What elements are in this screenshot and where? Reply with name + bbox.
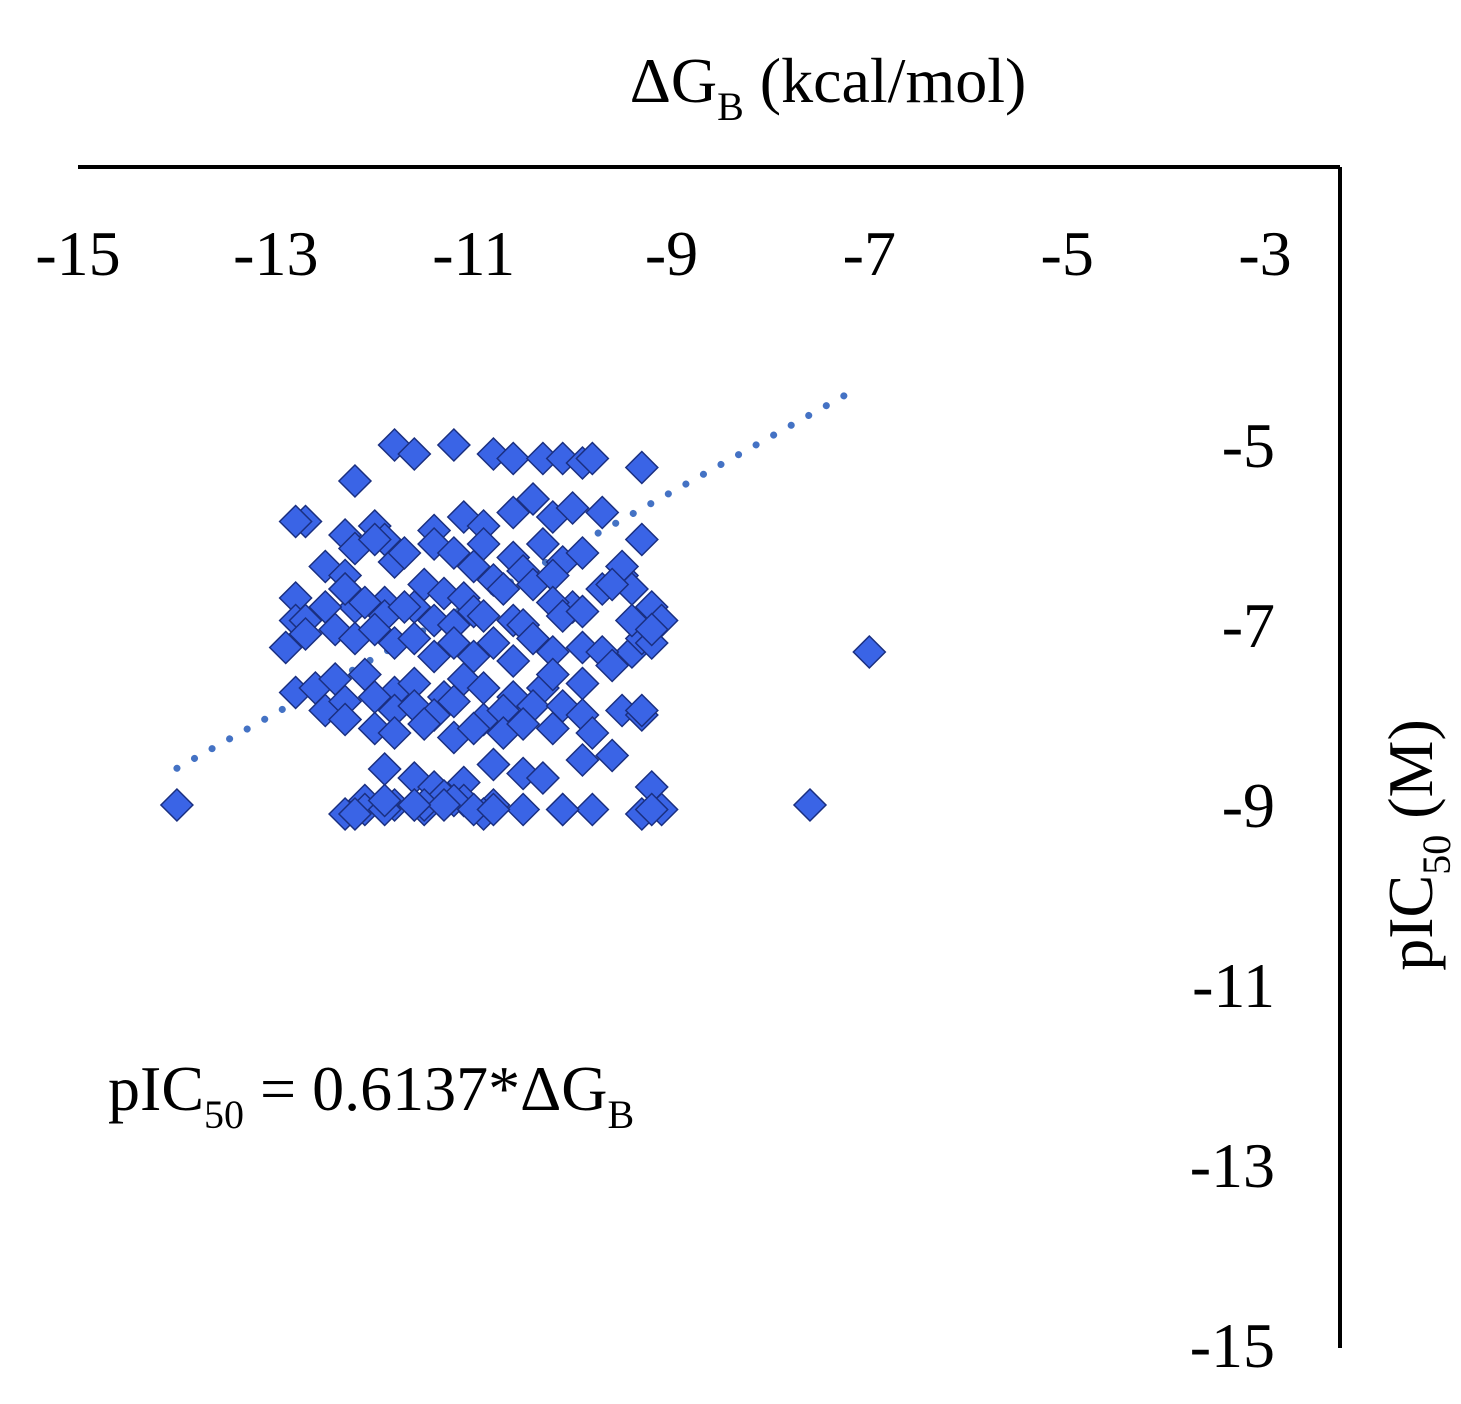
data-point — [792, 787, 828, 823]
y-tick-label: -7 — [1222, 590, 1275, 661]
data-point — [624, 450, 659, 485]
data-point — [407, 706, 442, 742]
x-tick-label: -13 — [233, 218, 318, 289]
data-point — [555, 490, 590, 526]
x-axis-title-sub: B — [717, 84, 744, 129]
data-point — [288, 616, 323, 652]
data-point — [585, 495, 620, 530]
equation-lhs-main: pIC — [108, 1053, 204, 1124]
data-point — [466, 526, 501, 562]
x-axis-title-main: ΔG — [630, 45, 717, 116]
data-point — [377, 715, 412, 751]
data-point — [357, 522, 392, 557]
data-point — [337, 796, 373, 832]
y-axis-title: pIC50 (M) — [1375, 719, 1459, 971]
data-point — [397, 621, 432, 656]
data-point — [476, 747, 511, 782]
data-point — [486, 571, 521, 607]
data-point — [624, 522, 659, 557]
y-tick-label: -5 — [1222, 410, 1275, 481]
y-tick-label: -9 — [1222, 770, 1275, 841]
data-point — [575, 792, 610, 827]
y-tick-labels: -5 -7 -9 -11 -13 -15 — [1190, 410, 1275, 1381]
x-tick-label: -9 — [645, 218, 698, 289]
data-point — [634, 792, 669, 827]
data-point — [545, 792, 580, 827]
data-point — [496, 441, 531, 476]
data-point — [476, 625, 511, 661]
equation-mid: = 0.6137*ΔG — [244, 1053, 607, 1124]
data-point — [535, 657, 570, 692]
x-tick-label: -5 — [1041, 218, 1094, 289]
data-point — [357, 612, 392, 647]
x-tick-label: -7 — [843, 218, 896, 289]
data-point — [387, 589, 422, 625]
data-point — [535, 711, 570, 746]
data-point — [852, 634, 887, 670]
x-tick-label: -11 — [432, 218, 515, 289]
data-point — [337, 463, 373, 499]
data-point — [436, 427, 471, 463]
y-axis-title-sub: 50 — [1414, 835, 1459, 875]
data-point — [525, 526, 560, 562]
data-point — [476, 792, 511, 827]
data-point — [436, 684, 471, 719]
y-tick-label: -13 — [1190, 1130, 1275, 1201]
x-axis-title-tail: (kcal/mol) — [744, 45, 1027, 116]
data-point — [347, 585, 382, 620]
x-tick-label: -15 — [35, 218, 120, 289]
data-point — [506, 792, 541, 827]
data-point — [328, 571, 363, 607]
data-point — [634, 612, 669, 647]
trendline-equation: pIC50 = 0.6137*ΔGB — [108, 1053, 634, 1137]
data-point — [515, 481, 551, 517]
data-point — [506, 706, 541, 742]
data-point — [397, 787, 432, 823]
data-point — [575, 441, 610, 476]
equation-lhs-sub: 50 — [204, 1092, 244, 1137]
data-point — [159, 787, 194, 823]
data-point — [595, 738, 630, 773]
data-point — [496, 495, 531, 530]
data-point — [565, 742, 600, 778]
data-point — [436, 625, 471, 661]
x-tick-label: -3 — [1238, 218, 1291, 289]
data-point — [466, 598, 501, 634]
data-point — [456, 711, 491, 746]
data-point — [595, 648, 630, 683]
data-point — [278, 504, 313, 539]
y-tick-label: -11 — [1192, 950, 1275, 1021]
data-point — [367, 751, 402, 787]
data-point — [575, 715, 610, 751]
data-point — [565, 666, 600, 701]
data-point — [565, 535, 600, 571]
y-axis-title-tail: (M) — [1375, 719, 1446, 835]
data-point — [397, 436, 432, 472]
data-point — [496, 643, 531, 679]
x-tick-labels: -15 -13 -11 -9 -7 -5 -3 — [35, 218, 1291, 289]
data-points — [159, 427, 887, 832]
data-point — [417, 639, 452, 674]
equation-rhs-sub: B — [607, 1092, 634, 1137]
y-axis-title-main: pIC — [1375, 875, 1446, 971]
data-point — [525, 760, 560, 796]
data-point — [565, 594, 600, 629]
data-point — [328, 702, 363, 737]
data-point — [426, 787, 462, 823]
data-point — [268, 630, 303, 665]
x-axis-title: ΔGB (kcal/mol) — [630, 45, 1027, 129]
data-point — [624, 693, 659, 728]
data-point — [387, 535, 422, 571]
data-point — [515, 621, 551, 656]
data-point — [595, 567, 630, 602]
data-point — [436, 535, 471, 571]
y-tick-label: -15 — [1190, 1310, 1275, 1381]
data-point — [367, 783, 402, 818]
